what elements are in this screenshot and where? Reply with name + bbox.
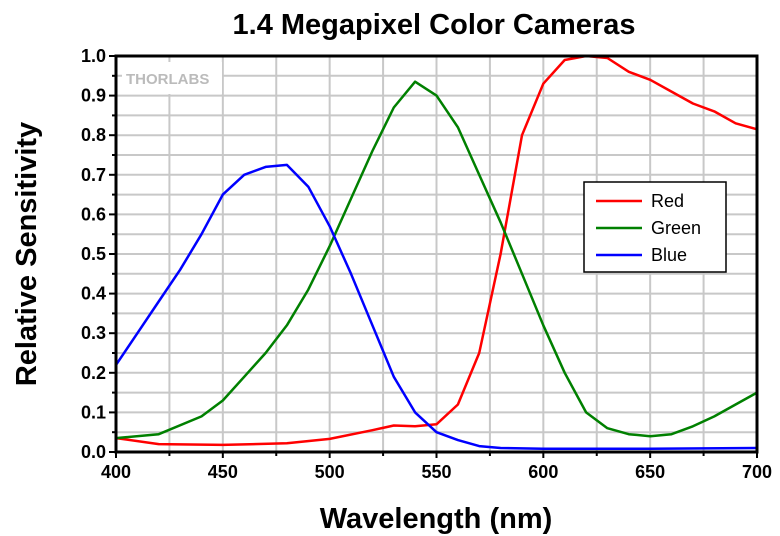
y-tick-label: 0.1 [81,402,106,422]
legend-label-red: Red [651,191,684,211]
y-tick-label: 0.6 [81,204,106,224]
y-tick-label: 1.0 [81,46,106,66]
x-tick-label: 700 [742,462,772,482]
x-axis-label: Wavelength (nm) [320,503,553,535]
x-tick-label: 600 [528,462,558,482]
legend-label-green: Green [651,218,701,238]
series-lines [114,54,758,451]
y-tick-label: 0.0 [81,442,106,462]
y-tick-label: 0.9 [81,86,106,106]
y-tick-label: 0.2 [81,363,106,383]
chart-title: 1.4 Megapixel Color Cameras [233,9,636,41]
watermark-text: THORLABS [126,71,209,88]
watermark-logo: THORLABS [122,62,222,94]
axes: 400 450 500 550 600 650 700 0.0 0.1 0.2 0.3 0.4 0.5 0… [81,46,772,482]
series-line-red [115,54,758,447]
y-tick-label: 0.3 [81,323,106,343]
y-tick-label: 0.5 [81,244,106,264]
legend-label-blue: Blue [651,245,687,265]
x-tick-label: 450 [208,462,238,482]
x-tick-label: 650 [635,462,665,482]
series-line-blue [114,163,758,451]
series-line-green [115,80,758,440]
y-tick-label: 0.4 [81,284,106,304]
x-tick-label: 500 [315,462,345,482]
y-tick-label: 0.7 [81,165,106,185]
y-tick-label: 0.8 [81,125,106,145]
y-axis-label: Relative Sensitivity [11,122,43,386]
legend: Red Green Blue [583,181,727,273]
x-tick-label: 400 [101,462,131,482]
x-tick-label: 550 [421,462,451,482]
legend-box [583,181,727,273]
